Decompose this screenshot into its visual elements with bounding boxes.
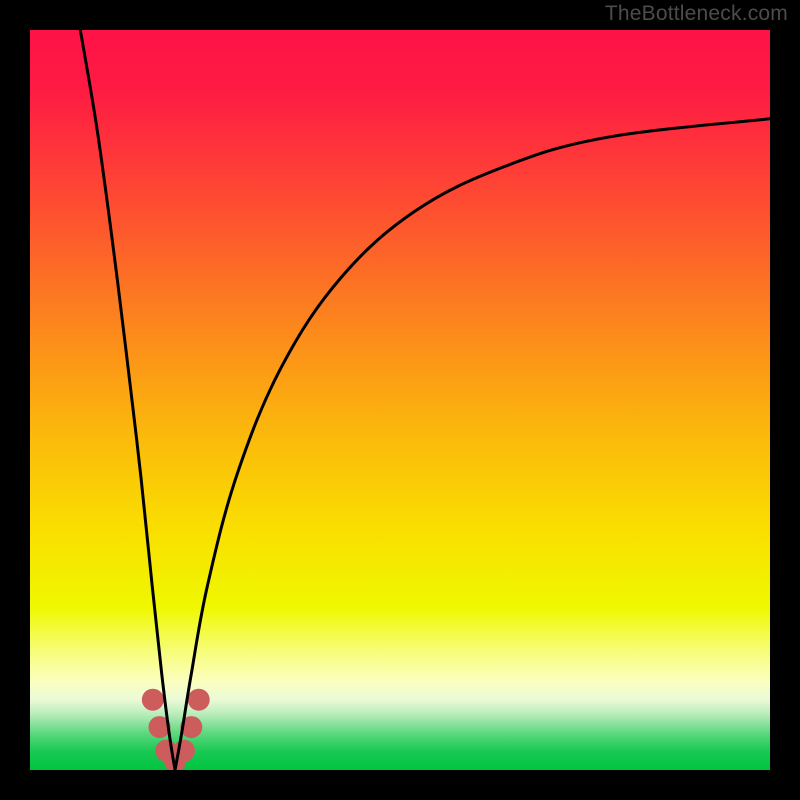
watermark-text: TheBottleneck.com	[605, 2, 788, 26]
chart-frame: TheBottleneck.com	[0, 0, 800, 800]
plot-background-gradient	[30, 30, 770, 770]
min-marker	[188, 689, 210, 711]
min-marker	[142, 689, 164, 711]
bottleneck-curve-chart	[0, 0, 800, 800]
